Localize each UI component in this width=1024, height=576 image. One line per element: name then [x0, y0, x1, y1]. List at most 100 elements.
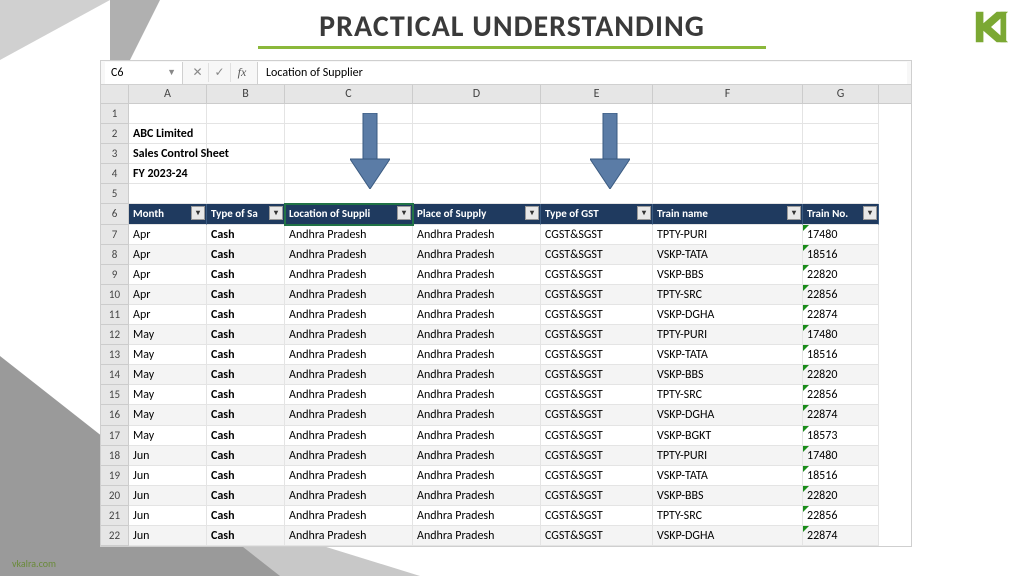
- cell[interactable]: 22820: [803, 365, 879, 385]
- row-header[interactable]: 1: [101, 104, 129, 124]
- cell[interactable]: ABC Limited: [129, 124, 207, 144]
- row-header[interactable]: 11: [101, 305, 129, 325]
- cell[interactable]: CGST&SGST: [541, 225, 653, 245]
- table-column-header[interactable]: Type of Sa▾: [207, 204, 285, 224]
- cell[interactable]: Cash: [207, 526, 285, 546]
- cell[interactable]: Cash: [207, 466, 285, 486]
- cell[interactable]: Andhra Pradesh: [285, 345, 413, 365]
- cell[interactable]: Andhra Pradesh: [413, 365, 541, 385]
- cell[interactable]: Cash: [207, 426, 285, 446]
- cell[interactable]: TPTY-SRC: [653, 285, 803, 305]
- cell[interactable]: Sales Control Sheet: [129, 144, 207, 164]
- row-header[interactable]: 12: [101, 325, 129, 345]
- cell[interactable]: [129, 104, 207, 124]
- cell[interactable]: 22856: [803, 506, 879, 526]
- row-header[interactable]: 21: [101, 506, 129, 526]
- row-header[interactable]: 8: [101, 245, 129, 265]
- cell[interactable]: CGST&SGST: [541, 245, 653, 265]
- row-header[interactable]: 2: [101, 124, 129, 144]
- cell[interactable]: [653, 104, 803, 124]
- cell[interactable]: 22820: [803, 265, 879, 285]
- cell[interactable]: Andhra Pradesh: [285, 506, 413, 526]
- cell[interactable]: 22874: [803, 405, 879, 425]
- cell[interactable]: Andhra Pradesh: [413, 325, 541, 345]
- row-header[interactable]: 13: [101, 345, 129, 365]
- cell[interactable]: CGST&SGST: [541, 506, 653, 526]
- cell[interactable]: [653, 164, 803, 184]
- cell[interactable]: [285, 104, 413, 124]
- cell[interactable]: [285, 124, 413, 144]
- row-header[interactable]: 22: [101, 526, 129, 546]
- cell[interactable]: CGST&SGST: [541, 285, 653, 305]
- cell[interactable]: CGST&SGST: [541, 426, 653, 446]
- cell[interactable]: Andhra Pradesh: [413, 405, 541, 425]
- cell[interactable]: Andhra Pradesh: [285, 285, 413, 305]
- cell[interactable]: [207, 184, 285, 204]
- cell[interactable]: [653, 124, 803, 144]
- cell[interactable]: Andhra Pradesh: [413, 426, 541, 446]
- cell[interactable]: Andhra Pradesh: [413, 385, 541, 405]
- cell[interactable]: CGST&SGST: [541, 486, 653, 506]
- table-column-header[interactable]: Place of Supply▾: [413, 204, 541, 224]
- col-header[interactable]: F: [653, 85, 803, 103]
- cell[interactable]: Andhra Pradesh: [285, 526, 413, 546]
- cell[interactable]: Cash: [207, 506, 285, 526]
- cell[interactable]: Andhra Pradesh: [413, 526, 541, 546]
- cell[interactable]: Cash: [207, 446, 285, 466]
- cell[interactable]: 22820: [803, 486, 879, 506]
- row-header[interactable]: 20: [101, 486, 129, 506]
- cell[interactable]: [413, 104, 541, 124]
- cell[interactable]: Andhra Pradesh: [413, 486, 541, 506]
- cell[interactable]: Andhra Pradesh: [413, 305, 541, 325]
- cell[interactable]: Apr: [129, 245, 207, 265]
- cell[interactable]: [207, 164, 285, 184]
- cell[interactable]: Jun: [129, 526, 207, 546]
- row-header[interactable]: 16: [101, 405, 129, 425]
- row-header[interactable]: 6: [101, 204, 129, 224]
- cell[interactable]: Andhra Pradesh: [413, 345, 541, 365]
- cell[interactable]: Andhra Pradesh: [413, 265, 541, 285]
- cell[interactable]: Andhra Pradesh: [285, 305, 413, 325]
- cell[interactable]: CGST&SGST: [541, 405, 653, 425]
- filter-icon[interactable]: ▾: [863, 206, 877, 220]
- cell[interactable]: Apr: [129, 305, 207, 325]
- cell[interactable]: 22856: [803, 285, 879, 305]
- cell[interactable]: [803, 184, 879, 204]
- cell[interactable]: TPTY-PURI: [653, 225, 803, 245]
- row-header[interactable]: 7: [101, 225, 129, 245]
- cell[interactable]: 18516: [803, 466, 879, 486]
- cell[interactable]: Jun: [129, 466, 207, 486]
- filter-icon[interactable]: ▾: [525, 206, 539, 220]
- cell[interactable]: CGST&SGST: [541, 365, 653, 385]
- cell[interactable]: Andhra Pradesh: [285, 385, 413, 405]
- cell[interactable]: CGST&SGST: [541, 385, 653, 405]
- filter-icon[interactable]: ▾: [637, 206, 651, 220]
- check-icon[interactable]: ✓: [209, 63, 231, 82]
- cell[interactable]: Cash: [207, 305, 285, 325]
- cell[interactable]: 22874: [803, 305, 879, 325]
- cell[interactable]: VSKP-TATA: [653, 245, 803, 265]
- cell[interactable]: Jun: [129, 446, 207, 466]
- cell[interactable]: VSKP-BBS: [653, 265, 803, 285]
- row-header[interactable]: 10: [101, 285, 129, 305]
- cell[interactable]: Cash: [207, 245, 285, 265]
- cell[interactable]: Andhra Pradesh: [285, 325, 413, 345]
- cell[interactable]: [803, 164, 879, 184]
- col-header[interactable]: C: [285, 85, 413, 103]
- cell[interactable]: 22856: [803, 385, 879, 405]
- cell[interactable]: 22874: [803, 526, 879, 546]
- cell[interactable]: CGST&SGST: [541, 526, 653, 546]
- cell[interactable]: Cash: [207, 345, 285, 365]
- cell[interactable]: Cash: [207, 285, 285, 305]
- filter-icon[interactable]: ▾: [269, 206, 283, 220]
- cell[interactable]: May: [129, 345, 207, 365]
- cell[interactable]: [803, 104, 879, 124]
- cell[interactable]: Andhra Pradesh: [285, 446, 413, 466]
- row-header[interactable]: 17: [101, 426, 129, 446]
- cell[interactable]: Apr: [129, 225, 207, 245]
- cell[interactable]: Andhra Pradesh: [413, 225, 541, 245]
- cell[interactable]: 17480: [803, 225, 879, 245]
- col-header[interactable]: E: [541, 85, 653, 103]
- cell[interactable]: Andhra Pradesh: [285, 245, 413, 265]
- row-header[interactable]: 4: [101, 164, 129, 184]
